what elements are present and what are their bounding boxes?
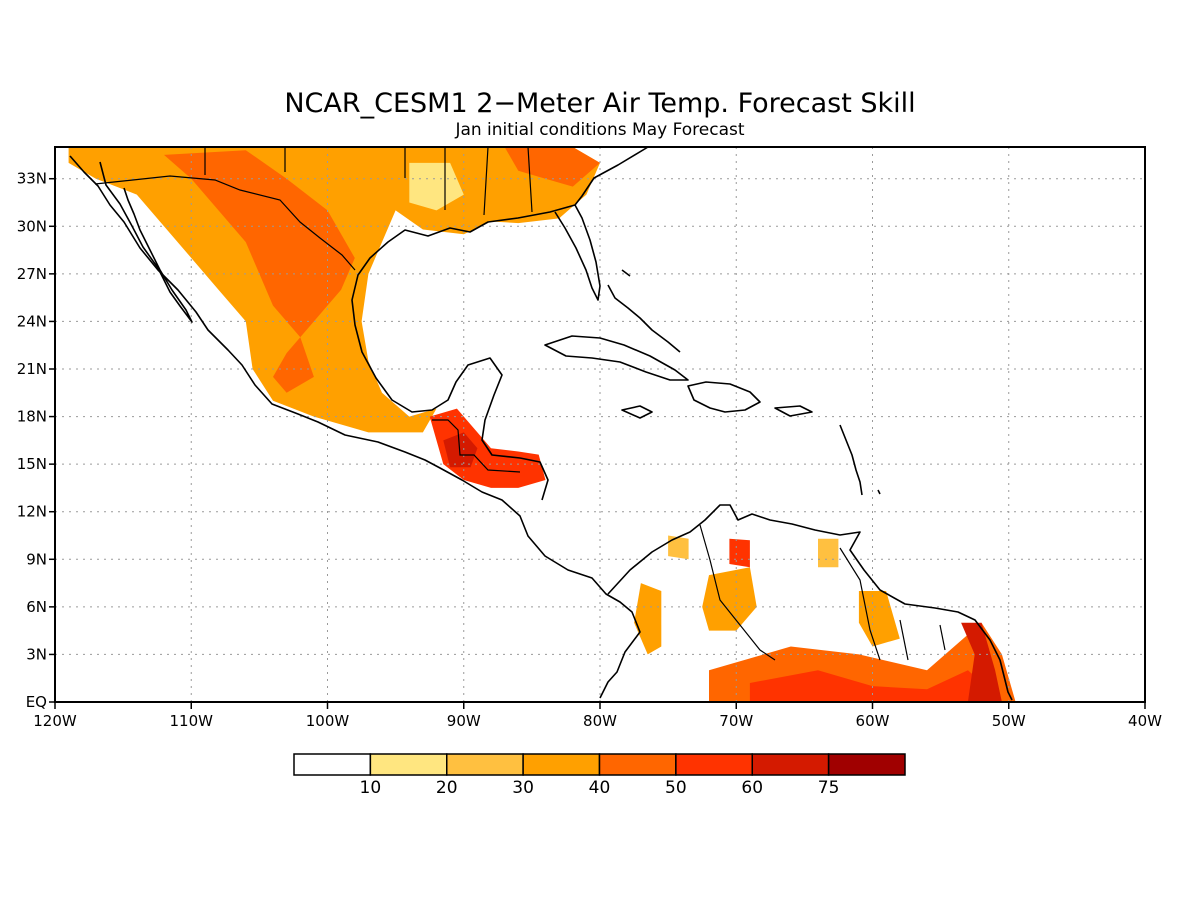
colorbar-label: 20 — [436, 778, 458, 798]
colorbar-label: 10 — [360, 778, 382, 798]
skill-region-colombia-west — [634, 583, 662, 655]
lesser-antilles — [839, 424, 881, 496]
gulf-coast — [351, 146, 649, 501]
florida — [554, 204, 601, 301]
skill-region-venezuela-west — [702, 567, 757, 631]
x-tick-label: 90W — [447, 712, 481, 730]
baja-california — [99, 161, 193, 323]
hispaniola — [687, 381, 761, 413]
y-tick-label: 3N — [26, 645, 47, 663]
colorbar-swatch — [827, 753, 906, 776]
x-tick-label: 100W — [306, 712, 350, 730]
skill-region-amapa-peak — [961, 622, 1002, 702]
skill-region-venezuela-north-peak — [729, 538, 750, 568]
x-tick-label: 70W — [719, 712, 753, 730]
y-tick-label: 6N — [26, 598, 47, 616]
map-subtitle: Jan initial conditions May Forecast — [454, 120, 744, 140]
map-title: NCAR_CESM1 2−Meter Air Temp. Forecast Sk… — [284, 88, 915, 119]
y-tick-label: 33N — [17, 170, 47, 188]
colorbar-labels: 10 20 30 40 50 60 75 — [360, 778, 840, 798]
colorbar-label: 50 — [665, 778, 687, 798]
y-tick-label: 9N — [26, 550, 47, 568]
puerto-rico — [774, 405, 813, 417]
y-tick-label: 21N — [17, 360, 47, 378]
y-tick-label: 12N — [17, 503, 47, 521]
coastline-layer — [69, 146, 1013, 701]
colorbar-label: 75 — [818, 778, 840, 798]
colorbar-label: 60 — [741, 778, 763, 798]
pacific-coast — [69, 155, 641, 699]
x-tick-label: 40W — [1128, 712, 1162, 730]
south-america — [607, 504, 1013, 701]
y-axis-ticks: EQ 3N 6N 9N 12N 15N 18N 21N 24N 27N 30N 33N — [17, 170, 55, 711]
colorbar-swatch — [293, 753, 372, 776]
x-axis-ticks: 120W 110W 100W 90W 80W 70W 60W 50W 40W — [33, 702, 1162, 730]
colorbar-swatch — [675, 753, 753, 776]
y-tick-label: EQ — [26, 693, 47, 711]
y-tick-label: 24N — [17, 312, 47, 330]
gridlines — [55, 147, 1145, 702]
skill-shading-layer — [68, 147, 1016, 702]
y-tick-label: 18N — [17, 408, 47, 426]
x-tick-label: 120W — [33, 712, 77, 730]
colorbar-swatch — [522, 753, 601, 776]
x-tick-label: 60W — [856, 712, 890, 730]
y-tick-label: 15N — [17, 455, 47, 473]
skill-region-us-light-patch — [409, 162, 464, 211]
skill-region-colombia-north-patch — [668, 535, 689, 560]
colorbar-swatch — [446, 753, 524, 776]
cuba — [544, 335, 689, 381]
colorbar — [293, 753, 906, 776]
colorbar-label: 40 — [589, 778, 611, 798]
x-tick-label: 50W — [992, 712, 1026, 730]
skill-region-trinidad-patch — [818, 538, 839, 568]
jamaica — [621, 405, 653, 419]
skill-region-guatemala-peak — [443, 432, 478, 468]
skill-region-mexico-core-high — [164, 150, 355, 393]
y-tick-label: 27N — [17, 265, 47, 283]
colorbar-label: 30 — [512, 778, 534, 798]
y-tick-label: 30N — [17, 217, 47, 235]
colorbar-swatch — [751, 753, 830, 776]
colorbar-swatch — [598, 753, 677, 776]
bahamas — [607, 269, 681, 353]
skill-region-northern-mexico-us-southwest — [68, 147, 437, 433]
colorbar-swatch — [369, 753, 448, 776]
country-borders — [94, 146, 946, 661]
x-tick-label: 110W — [170, 712, 214, 730]
x-tick-label: 80W — [583, 712, 617, 730]
skill-region-guyana-patch — [858, 591, 900, 647]
